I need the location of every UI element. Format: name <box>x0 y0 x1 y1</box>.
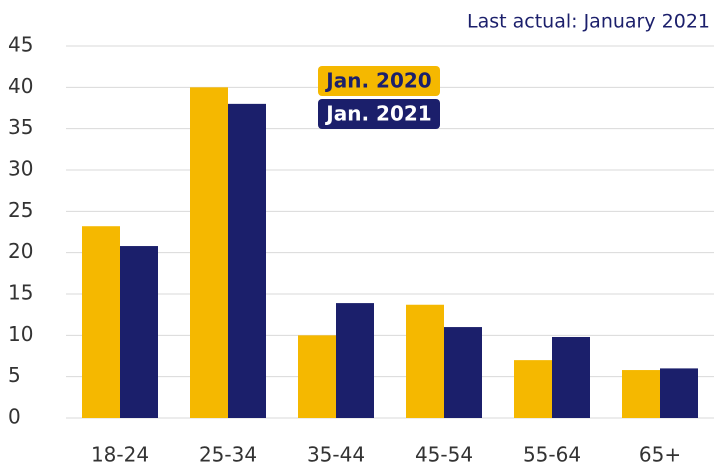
x-tick-label: 25-34 <box>199 443 257 467</box>
x-tick-label: 65+ <box>639 443 681 467</box>
bar <box>622 370 660 418</box>
y-tick-label: 35 <box>8 115 33 139</box>
y-tick-label: 45 <box>8 33 33 57</box>
y-tick-label: 5 <box>8 363 21 387</box>
x-tick-label: 55-64 <box>523 443 581 467</box>
bar <box>120 246 158 418</box>
bar <box>444 327 482 418</box>
bar <box>298 335 336 418</box>
y-tick-label: 0 <box>8 405 21 429</box>
x-tick-label: 35-44 <box>307 443 365 467</box>
x-tick-label: 18-24 <box>91 443 149 467</box>
bar <box>514 360 552 418</box>
bar <box>228 103 266 418</box>
legend-swatch <box>318 99 440 129</box>
bar <box>336 303 374 418</box>
y-tick-label: 20 <box>8 239 33 263</box>
bar <box>82 226 120 418</box>
legend-swatch <box>318 66 440 96</box>
bar <box>406 304 444 418</box>
y-tick-label: 40 <box>8 74 33 98</box>
y-tick-label: 15 <box>8 281 33 305</box>
bar <box>190 87 228 418</box>
legend-label: Jan. 2021 <box>324 102 431 126</box>
bar <box>660 368 698 418</box>
x-tick-label: 45-54 <box>415 443 473 467</box>
bar <box>552 336 590 418</box>
subtitle: Last actual: January 2021 <box>467 11 710 33</box>
y-tick-label: 30 <box>8 157 33 181</box>
y-tick-label: 10 <box>8 322 33 346</box>
legend-label: Jan. 2020 <box>324 69 431 93</box>
y-tick-label: 25 <box>8 198 33 222</box>
